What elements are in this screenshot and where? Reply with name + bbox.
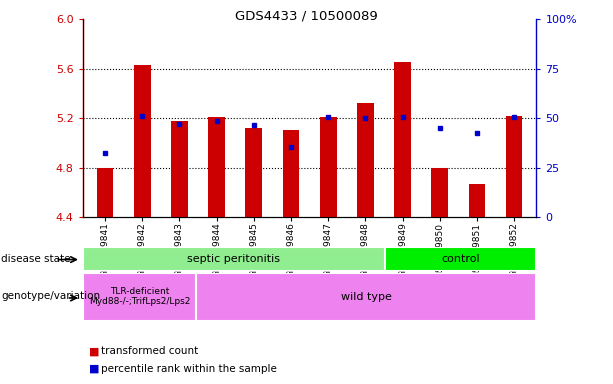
Text: genotype/variation: genotype/variation [1, 291, 101, 301]
Bar [357, 103, 374, 217]
Text: control: control [441, 254, 480, 264]
Bar [134, 65, 151, 217]
Bar [83, 247, 385, 271]
Text: TLR-deficient
Myd88-/-;TrifLps2/Lps2: TLR-deficient Myd88-/-;TrifLps2/Lps2 [89, 287, 190, 306]
Bar [468, 184, 485, 217]
Bar [506, 116, 522, 217]
Text: percentile rank within the sample: percentile rank within the sample [101, 364, 277, 374]
Text: transformed count: transformed count [101, 346, 199, 356]
Bar [208, 117, 225, 217]
Bar [394, 63, 411, 217]
Bar [320, 117, 337, 217]
Bar [432, 167, 448, 217]
Bar [385, 247, 536, 271]
Text: GDS4433 / 10500089: GDS4433 / 10500089 [235, 10, 378, 23]
Bar [171, 121, 188, 217]
Text: disease state: disease state [1, 254, 70, 264]
Text: septic peritonitis: septic peritonitis [188, 254, 281, 264]
Text: ■: ■ [89, 346, 99, 356]
Bar [283, 131, 299, 217]
Bar [83, 273, 196, 321]
Text: ■: ■ [89, 364, 99, 374]
Bar [245, 128, 262, 217]
Text: wild type: wild type [341, 291, 392, 302]
Bar [97, 167, 113, 217]
Bar [196, 273, 536, 321]
